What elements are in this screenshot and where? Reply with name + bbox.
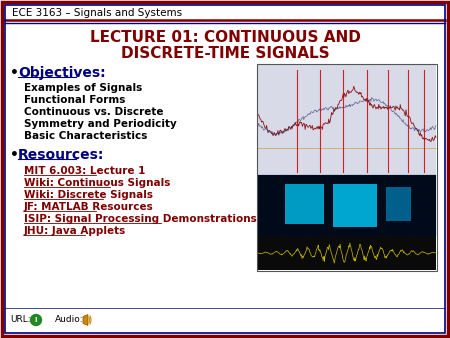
Text: Basic Characteristics: Basic Characteristics bbox=[24, 131, 148, 141]
Polygon shape bbox=[83, 314, 88, 325]
Bar bbox=[285, 184, 324, 224]
Text: Audio:: Audio: bbox=[55, 315, 84, 324]
Bar bbox=[257, 64, 437, 271]
Text: •: • bbox=[10, 66, 19, 80]
Text: •: • bbox=[10, 148, 19, 162]
Text: URL:: URL: bbox=[10, 315, 31, 324]
Bar bbox=[258, 65, 436, 175]
Bar bbox=[258, 236, 436, 270]
Text: Resources:: Resources: bbox=[18, 148, 104, 162]
Text: Objectives:: Objectives: bbox=[18, 66, 106, 80]
Text: JF: MATLAB Resources: JF: MATLAB Resources bbox=[24, 202, 154, 212]
Text: ECE 3163 – Signals and Systems: ECE 3163 – Signals and Systems bbox=[12, 8, 182, 18]
Bar bbox=[333, 184, 377, 227]
Circle shape bbox=[31, 314, 41, 325]
Text: Continuous vs. Discrete: Continuous vs. Discrete bbox=[24, 107, 163, 117]
Text: Functional Forms: Functional Forms bbox=[24, 95, 126, 105]
Text: i: i bbox=[35, 317, 37, 323]
Text: JHU: Java Applets: JHU: Java Applets bbox=[24, 226, 126, 236]
Bar bbox=[285, 184, 324, 224]
Text: LECTURE 01: CONTINUOUS AND: LECTURE 01: CONTINUOUS AND bbox=[90, 30, 360, 46]
Bar bbox=[258, 175, 436, 236]
Text: ISIP: Signal Processing Demonstrations: ISIP: Signal Processing Demonstrations bbox=[24, 214, 257, 224]
Text: Symmetry and Periodicity: Symmetry and Periodicity bbox=[24, 119, 177, 129]
Bar bbox=[333, 184, 377, 227]
Text: Examples of Signals: Examples of Signals bbox=[24, 83, 142, 93]
Bar bbox=[386, 187, 411, 221]
Text: MIT 6.003: Lecture 1: MIT 6.003: Lecture 1 bbox=[24, 166, 145, 176]
Text: DISCRETE-TIME SIGNALS: DISCRETE-TIME SIGNALS bbox=[121, 46, 329, 61]
Text: Wiki: Discrete Signals: Wiki: Discrete Signals bbox=[24, 190, 153, 200]
Text: Wiki: Continuous Signals: Wiki: Continuous Signals bbox=[24, 178, 171, 188]
